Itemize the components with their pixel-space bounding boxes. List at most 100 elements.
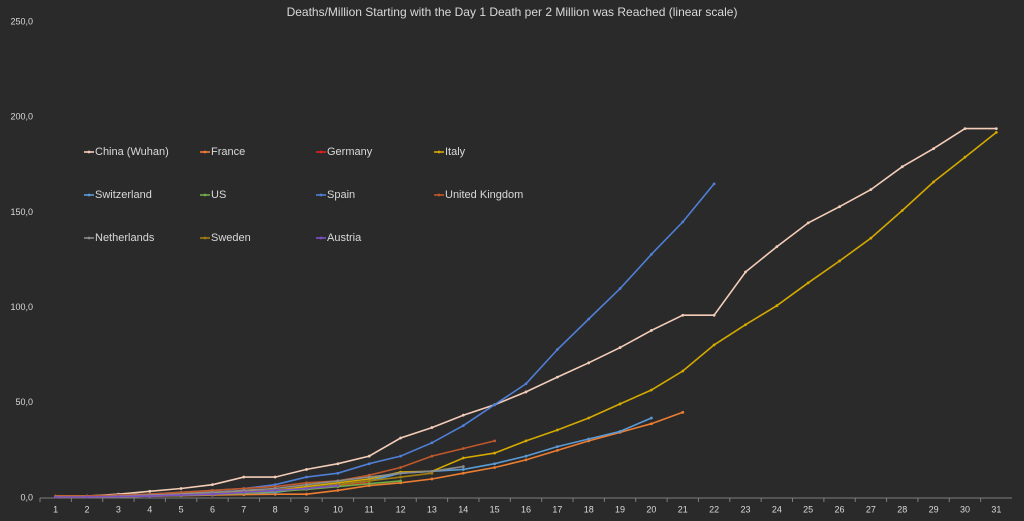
data-point bbox=[367, 479, 371, 483]
x-tick-label: 22 bbox=[709, 504, 719, 514]
data-point bbox=[869, 236, 873, 240]
legend-label: Sweden bbox=[211, 232, 251, 244]
x-tick-label: 7 bbox=[241, 504, 246, 514]
y-tick-label: 150,0 bbox=[10, 207, 33, 217]
x-tick-label: 10 bbox=[333, 504, 343, 514]
legend-marker bbox=[319, 150, 323, 154]
legend-label: Austria bbox=[327, 232, 362, 244]
data-point bbox=[493, 439, 497, 443]
data-point bbox=[712, 343, 716, 347]
data-point bbox=[712, 182, 716, 186]
data-point bbox=[179, 487, 183, 490]
y-tick-label: 50,0 bbox=[15, 397, 33, 407]
x-tick-label: 25 bbox=[803, 504, 813, 514]
data-point bbox=[650, 422, 653, 426]
data-point bbox=[367, 454, 371, 458]
data-point bbox=[744, 323, 747, 327]
data-point bbox=[618, 429, 622, 433]
data-point bbox=[963, 127, 967, 131]
x-tick-label: 28 bbox=[897, 504, 907, 514]
legend-label: Italy bbox=[445, 146, 466, 158]
x-tick-label: 19 bbox=[615, 504, 625, 514]
data-point bbox=[838, 205, 841, 209]
data-point bbox=[650, 416, 653, 420]
data-point bbox=[650, 329, 653, 332]
data-point bbox=[461, 456, 465, 460]
data-point bbox=[524, 390, 528, 394]
data-point bbox=[148, 494, 152, 498]
x-tick-label: 15 bbox=[490, 504, 500, 514]
data-point bbox=[336, 484, 340, 488]
data-point bbox=[461, 471, 465, 475]
data-point bbox=[305, 483, 308, 487]
data-point bbox=[555, 375, 559, 379]
legend-marker bbox=[437, 193, 441, 197]
data-point bbox=[681, 220, 685, 224]
data-point bbox=[618, 402, 622, 406]
x-tick-label: 2 bbox=[85, 504, 90, 514]
legend-label: Spain bbox=[327, 189, 355, 201]
data-point bbox=[399, 471, 402, 475]
data-point bbox=[806, 281, 810, 285]
data-point bbox=[211, 483, 214, 487]
data-point bbox=[430, 471, 434, 475]
data-point bbox=[994, 131, 998, 134]
data-point bbox=[430, 441, 434, 445]
data-point bbox=[524, 439, 528, 443]
data-point bbox=[116, 495, 120, 498]
data-point bbox=[932, 147, 936, 151]
y-tick-label: 100,0 bbox=[10, 302, 33, 312]
x-tick-label: 24 bbox=[772, 504, 782, 514]
y-tick-label: 0,0 bbox=[20, 492, 33, 502]
data-point bbox=[305, 468, 308, 471]
data-point bbox=[524, 454, 528, 458]
x-tick-label: 29 bbox=[929, 504, 939, 514]
data-point bbox=[399, 454, 402, 458]
legend-label: Switzerland bbox=[95, 189, 152, 201]
x-tick-label: 21 bbox=[678, 504, 688, 514]
data-point bbox=[869, 188, 873, 191]
data-point bbox=[54, 495, 58, 499]
x-tick-label: 20 bbox=[646, 504, 656, 514]
x-tick-label: 31 bbox=[991, 504, 1001, 514]
x-tick-label: 23 bbox=[740, 504, 750, 514]
data-point bbox=[712, 313, 716, 317]
data-point bbox=[618, 346, 622, 349]
legend-marker bbox=[437, 150, 441, 154]
x-tick-label: 8 bbox=[273, 504, 278, 514]
data-point bbox=[367, 462, 371, 466]
data-point bbox=[775, 245, 779, 249]
data-point bbox=[305, 475, 308, 479]
data-point bbox=[399, 479, 402, 483]
x-tick-label: 6 bbox=[210, 504, 215, 514]
data-point bbox=[399, 436, 402, 440]
data-point bbox=[336, 471, 340, 475]
x-tick-label: 27 bbox=[866, 504, 876, 514]
chart-title: Deaths/Million Starting with the Day 1 D… bbox=[287, 5, 738, 19]
legend-label: Netherlands bbox=[95, 232, 155, 244]
data-point bbox=[273, 475, 277, 479]
data-point bbox=[524, 458, 528, 462]
legend-label: China (Wuhan) bbox=[95, 146, 169, 158]
data-point bbox=[430, 454, 434, 458]
data-point bbox=[85, 495, 89, 499]
legend-label: France bbox=[211, 146, 245, 158]
x-tick-label: 16 bbox=[521, 504, 531, 514]
data-point bbox=[555, 449, 559, 452]
data-point bbox=[399, 466, 402, 469]
data-point bbox=[461, 465, 465, 468]
x-tick-label: 12 bbox=[396, 504, 406, 514]
data-point bbox=[148, 489, 152, 493]
data-point bbox=[587, 317, 591, 321]
data-point bbox=[336, 462, 340, 466]
data-point bbox=[650, 252, 653, 256]
data-point bbox=[932, 180, 936, 184]
data-point bbox=[461, 468, 465, 471]
data-point bbox=[900, 165, 904, 169]
legend-marker bbox=[203, 236, 207, 240]
data-point bbox=[242, 490, 246, 494]
data-point bbox=[211, 492, 214, 496]
x-tick-label: 1 bbox=[53, 504, 58, 514]
